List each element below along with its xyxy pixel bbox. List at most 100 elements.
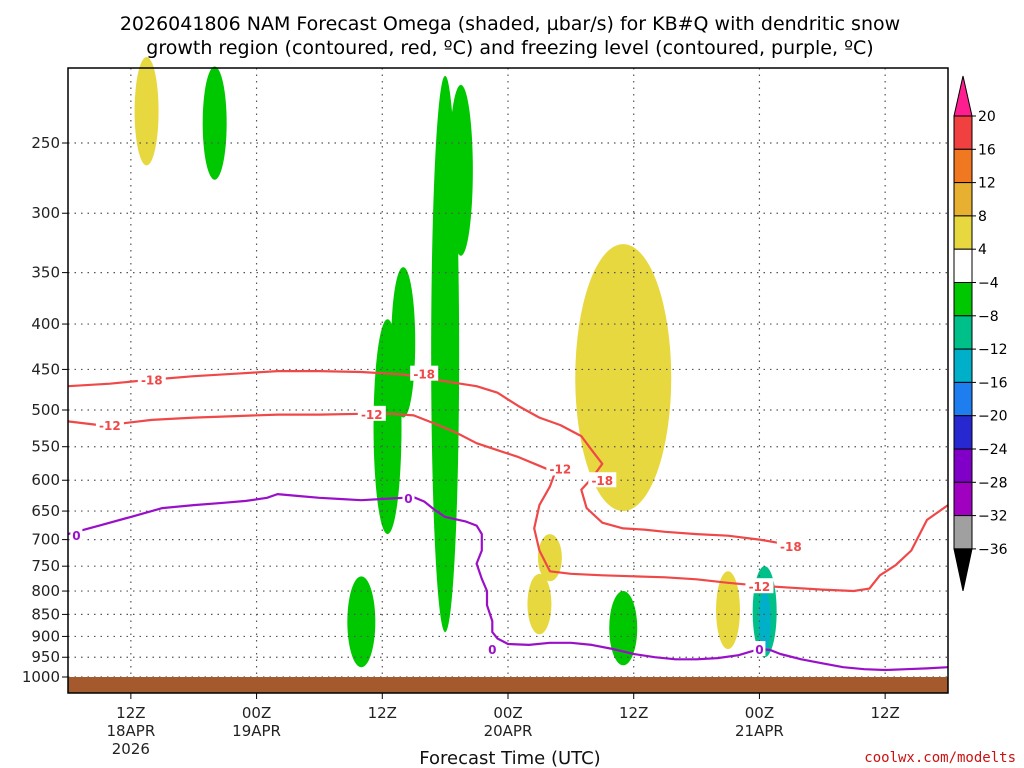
xtick-label-4: 12Z — [619, 704, 648, 722]
omega-cell-5 — [448, 84, 473, 256]
colorbar-swatch-6 — [953, 282, 973, 317]
colorbar-label-11: −28 — [978, 475, 1008, 491]
contour-label-bg-0C-0 — [70, 527, 83, 543]
xtick-label-6: 12Z — [870, 704, 899, 722]
contour-label--12C-2: -12 — [550, 462, 572, 476]
omega-cell-12 — [716, 571, 740, 650]
ytick-label-900: 900 — [31, 627, 60, 645]
colorbar-swatch-8 — [953, 348, 973, 383]
contour-label--18C-0: -18 — [141, 374, 163, 388]
colorbar-swatch-1 — [953, 115, 973, 150]
omega-cell-3 — [391, 267, 416, 418]
colorbar-label-10: −24 — [978, 442, 1008, 458]
contour-label-0C-1: 0 — [404, 492, 412, 506]
contour-label--18C-1: -18 — [413, 368, 435, 382]
ytick-label-800: 800 — [31, 582, 60, 600]
contour-label-0C-0: 0 — [72, 529, 80, 543]
colorbar-label-5: −4 — [978, 276, 999, 292]
x-axis-label: Forecast Time (UTC) — [419, 748, 600, 768]
colorbar-top-arrow — [953, 75, 973, 117]
ytick-label-500: 500 — [31, 401, 60, 419]
omega-cell-6 — [575, 244, 672, 512]
colorbar-label-3: 8 — [978, 209, 987, 225]
contour-label-bg-0C-2 — [486, 641, 499, 657]
colorbar-label-9: −20 — [978, 409, 1008, 425]
ytick-label-550: 550 — [31, 438, 60, 456]
ground-surface — [68, 677, 948, 693]
xtick-date-3: 20APR — [484, 722, 533, 740]
ytick-label-350: 350 — [31, 264, 60, 282]
colorbar-swatch-11 — [953, 448, 973, 483]
colorbar: 20 16 12 8 4 −4 −8 −12 −16 −20 −24 −28 −32 −36 — [953, 75, 1008, 592]
contour-label-bg--12C-3 — [745, 578, 774, 594]
colorbar-label-1: 16 — [978, 142, 996, 158]
colorbar-bottom-arrow — [953, 548, 973, 592]
contour-label--18C-2: -18 — [591, 474, 613, 488]
ytick-label-450: 450 — [31, 360, 60, 378]
ytick-label-750: 750 — [31, 557, 60, 575]
colorbar-swatch-10 — [953, 415, 973, 450]
grid — [68, 68, 948, 693]
contour-label-0C-3: 0 — [755, 643, 763, 657]
xtick-date-5: 21APR — [735, 722, 784, 740]
xtick-date-1: 19APR — [232, 722, 281, 740]
colorbar-swatch-12 — [953, 481, 973, 517]
contour-label-bg--12C-0 — [95, 417, 124, 433]
xtick-label-0: 12Z — [116, 704, 145, 722]
credit-text: coolwx.com/modelts — [864, 750, 1016, 766]
colorbar-swatch-4 — [953, 215, 973, 250]
omega-cell-8 — [527, 573, 552, 635]
omega-cell-1 — [202, 66, 227, 180]
xtick-label-1: 00Z — [242, 704, 271, 722]
colorbar-label-13: −36 — [978, 542, 1008, 558]
omega-cell-11 — [347, 576, 376, 668]
colorbar-label-6: −8 — [978, 309, 999, 325]
contour-label-bg-0C-1 — [402, 489, 415, 505]
ytick-label-1000: 1000 — [22, 668, 60, 686]
contour-label-bg--18C-2 — [588, 472, 617, 488]
contour-0C — [67, 493, 949, 672]
contour-label-0C-2: 0 — [488, 643, 496, 657]
omega-core-10 — [758, 591, 771, 653]
contour-label-bg--18C-1 — [410, 365, 439, 381]
colorbar-label-2: 12 — [978, 176, 996, 192]
y-axis: 250 300 350 400 450 500 550 600 650 700 750 800 850 9… — [22, 134, 68, 686]
colorbar-swatch-3 — [953, 182, 973, 217]
omega-cell-9 — [609, 591, 638, 666]
contour-label-bg--12C-2 — [546, 460, 575, 476]
xtick-label-2: 12Z — [368, 704, 397, 722]
temperature-contours: -18 -18 -18 -18 -12 -12 -12 -12 0 0 0 0 — [67, 365, 949, 672]
colorbar-label-4: 4 — [978, 242, 987, 258]
omega-cell-0 — [134, 57, 159, 166]
contour-label--18C-3: -18 — [780, 540, 802, 554]
ytick-label-600: 600 — [31, 471, 60, 489]
contour-label--12C-3: -12 — [749, 580, 771, 594]
omega-shading — [134, 57, 777, 668]
xtick-date-0: 18APR — [106, 722, 155, 740]
contour-label--12C-0: -12 — [99, 419, 121, 433]
colorbar-swatch-13 — [953, 515, 973, 550]
chart-title-line2: growth region (contoured, red, ºC) and f… — [146, 37, 873, 59]
ytick-label-700: 700 — [31, 531, 60, 549]
contour--12C — [67, 412, 949, 593]
colorbar-swatch-2 — [953, 148, 973, 184]
ytick-label-300: 300 — [31, 204, 60, 222]
ytick-label-400: 400 — [31, 315, 60, 333]
colorbar-swatch-9 — [953, 381, 973, 417]
ytick-label-650: 650 — [31, 502, 60, 520]
ytick-label-850: 850 — [31, 605, 60, 623]
contour-label--12C-1: -12 — [361, 408, 383, 422]
xtick-label-3: 00Z — [493, 704, 522, 722]
contour-label-bg-0C-3 — [753, 641, 766, 657]
colorbar-swatch-5 — [953, 248, 973, 283]
contour-label-bg--18C-0 — [137, 371, 166, 387]
colorbar-label-7: −12 — [978, 342, 1008, 358]
omega-cell-7 — [537, 534, 562, 582]
ytick-label-250: 250 — [31, 134, 60, 152]
contour-label-bg--18C-3 — [776, 538, 805, 554]
xtick-year-0: 2026 — [112, 740, 150, 758]
colorbar-label-12: −32 — [978, 509, 1008, 525]
colorbar-label-0: 20 — [978, 109, 996, 125]
